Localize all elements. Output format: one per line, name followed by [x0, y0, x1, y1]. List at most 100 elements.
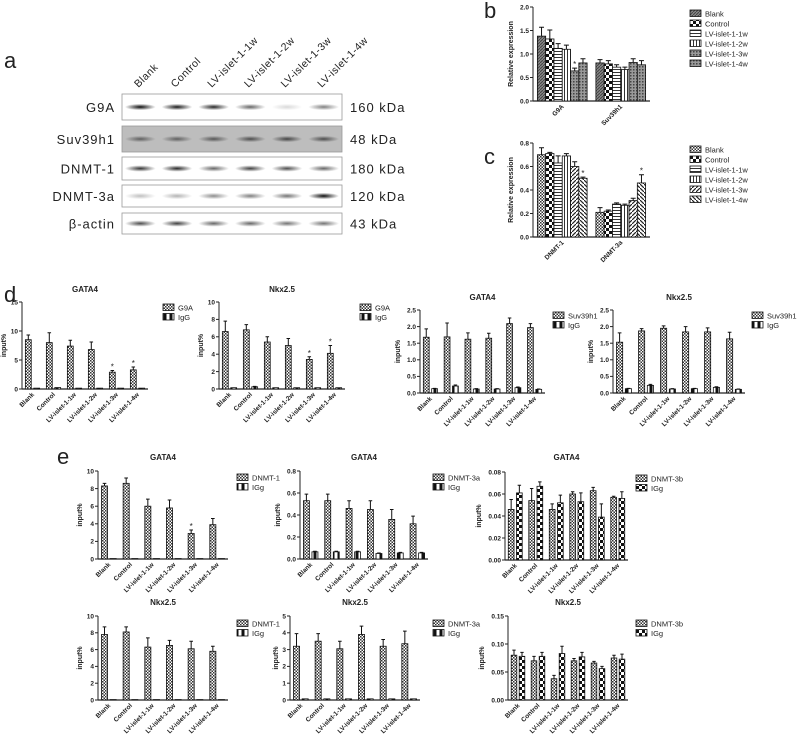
error-bar: [572, 161, 578, 167]
charts: 0.0 0.5 1.0 1.5 2.0 Relative expression * G9A Su…: [1, 4, 797, 735]
y-tick-label: 0.8: [520, 140, 529, 147]
legend-label: Blank: [705, 146, 724, 155]
error-bar: [294, 633, 299, 647]
molecular-weight-label: 48 kDa: [350, 132, 397, 147]
legend-swatch: [689, 175, 702, 183]
bar-Suv39h1-LV-islet-1-4w: [726, 338, 734, 394]
chart-title: Nkx2.5: [342, 598, 368, 607]
significance-asterisk: *: [581, 169, 584, 178]
legend-item: Blank: [689, 10, 724, 19]
bar-Blank-G9A: [536, 35, 547, 102]
significance-asterisk: *: [111, 362, 114, 371]
legend-swatch: [359, 313, 372, 321]
bar-DNMT-1-LV-islet-1-3w: [187, 648, 195, 701]
error-bar: [580, 651, 584, 657]
error-bar: [146, 637, 150, 648]
blot-membrane: [121, 93, 343, 121]
legend-label: DNMT-3b: [651, 620, 683, 629]
legend-swatch: [689, 19, 702, 27]
error-bar: [552, 674, 556, 679]
blot-band: [124, 135, 156, 143]
blot-membrane: [121, 156, 343, 181]
y-tick-label: 10: [87, 613, 95, 620]
legend-label: DNMT-3a: [448, 474, 481, 483]
y-tick-label: 0.2: [287, 534, 296, 541]
y-tick-label: 0.8: [287, 468, 296, 475]
bar-DNMT-3b-LV-islet-1-2w: [569, 493, 576, 561]
y-tick-label: 0.0: [407, 390, 416, 397]
error-bar: [620, 491, 624, 499]
legend-swatch: [751, 311, 764, 319]
y-axis-label: input%: [198, 333, 205, 357]
x-tick-label: Suv39h1: [600, 103, 624, 127]
bar-DNMT-3a-LV-islet-1-3w: [379, 645, 387, 701]
legend-label: LV-islet-1-1w: [705, 30, 748, 39]
x-tick-label: Blank: [95, 702, 113, 720]
bar-DNMT-1-LV-islet-1-1w: [144, 646, 152, 701]
y-tick-label: 1.5: [600, 341, 609, 348]
error-bar: [334, 550, 339, 552]
bar-LV-islet-1-3w-DNMT-1: [570, 166, 580, 238]
error-bar: [286, 338, 291, 346]
y-tick-label: 2: [90, 539, 94, 546]
error-bar: [355, 550, 360, 552]
lane-label: Control: [169, 55, 204, 90]
bar-IGg-Control: [538, 655, 546, 701]
error-bar: [558, 494, 563, 503]
legend-swatch: [635, 484, 648, 492]
legend-label: IGg: [252, 483, 264, 492]
bar-DNMT-3b-LV-islet-1-4w: [610, 496, 617, 561]
error-bar: [398, 551, 403, 553]
bar-Suv39h1-LV-islet-1-2w: [485, 337, 493, 394]
y-tick-label: 0: [14, 386, 18, 393]
bar-IGg-Blank: [311, 551, 319, 560]
molecular-weight-label: 160 kDa: [350, 100, 405, 115]
blot-membrane: [121, 125, 343, 153]
blot-band: [234, 165, 266, 172]
bar-DNMT-1-Blank: [101, 634, 108, 701]
bar-Suv39h1-LV-islet-1-3w: [704, 331, 712, 394]
bar-IGg-LV-islet-1-4w: [410, 698, 417, 701]
x-tick-label: Control: [305, 702, 326, 723]
y-tick-label: 1.5: [407, 341, 416, 348]
y-tick-label: 0.5: [520, 75, 529, 82]
bar-IgG-Blank: [230, 387, 238, 390]
y-tick-label: 0: [282, 697, 286, 704]
blot-band: [124, 220, 156, 227]
y-tick-label: 0.08: [488, 469, 501, 476]
legend-item: Control: [689, 156, 730, 165]
error-bar: [714, 386, 719, 388]
legend-label: IgG: [375, 313, 387, 322]
y-tick-label: 0.5: [407, 374, 416, 381]
error-bar: [304, 493, 309, 501]
y-tick-label: 2.0: [600, 324, 609, 331]
y-tick-label: 1: [282, 681, 286, 688]
bar-IgG-LV-islet-1-2w: [690, 388, 698, 394]
error-bar: [223, 320, 228, 332]
error-bar: [167, 639, 172, 646]
legend-label: Suv39h1: [767, 312, 797, 321]
bar-Blank-DNMT-3a: [595, 211, 605, 238]
y-axis-label: input%: [77, 646, 84, 670]
legend-swatch: [689, 185, 702, 193]
legend-label: IGg: [651, 629, 663, 638]
bar-DNMT-1-Blank: [101, 485, 108, 560]
legend-label: DNMT-3b: [651, 475, 683, 484]
error-bar: [377, 552, 381, 554]
error-bar: [622, 66, 628, 70]
legend-item: DNMT-3a: [432, 474, 481, 483]
legend-swatch: [432, 483, 445, 491]
bar-IGg-LV-islet-1-1w: [558, 653, 566, 701]
legend-label: G9A: [375, 304, 390, 313]
legend-label: DNMT-1: [252, 474, 280, 483]
blot-band: [234, 103, 266, 111]
legend-item: Suv39h1: [751, 311, 797, 321]
bar-Suv39h1-Blank: [422, 336, 430, 394]
legend-item: DNMT-3b: [635, 475, 683, 484]
blot-band: [124, 103, 156, 111]
bar-IGg-LV-islet-1-2w: [375, 553, 383, 560]
y-axis-label: input%: [395, 339, 402, 363]
bar-IgG-LV-islet-1-2w: [96, 387, 104, 390]
blot-band: [234, 135, 266, 143]
molecular-weight-label: 120 kDa: [350, 189, 405, 204]
